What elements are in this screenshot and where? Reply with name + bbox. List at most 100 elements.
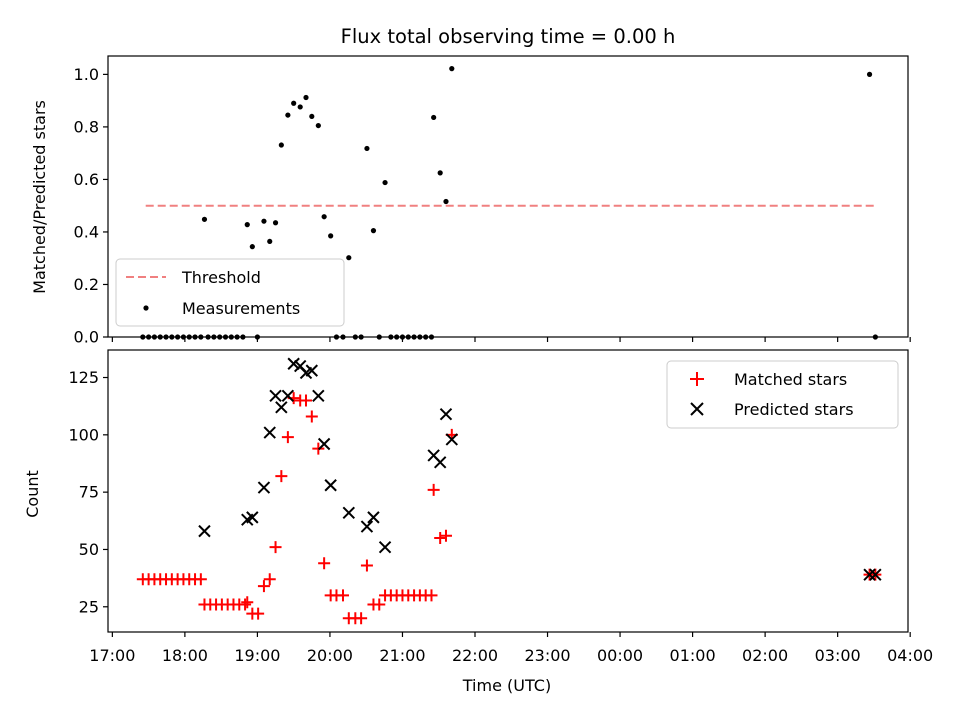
top-y-tick-label: 0.0 (74, 328, 99, 347)
predicted-star-point (342, 506, 356, 519)
bottom-x-tick-label: 02:00 (742, 646, 788, 665)
bottom-y-tick-label: 25 (79, 597, 99, 616)
bottom-y-tick-label: 50 (79, 540, 99, 559)
measurement-point (315, 122, 321, 129)
matched-star-point (300, 394, 313, 407)
matched-star-point (355, 612, 368, 625)
measurement-point (278, 142, 284, 148)
top-y-tick-label: 0.2 (74, 275, 99, 294)
predicted-star-point (367, 511, 380, 524)
bottom-y-tick-label: 100 (68, 425, 99, 444)
legend-matched-label: Matched stars (734, 370, 847, 389)
predicted-star-point (263, 426, 276, 439)
top-y-tick-label: 0.6 (74, 170, 99, 189)
measurement-point (321, 214, 327, 220)
top-y-tick-label: 1.0 (74, 65, 99, 84)
bottom-panel-marks (136, 357, 882, 625)
measurement-point (431, 114, 437, 121)
matched-star-point (257, 580, 270, 593)
top-y-tick-label: 0.4 (74, 222, 99, 241)
bottom-y-tick-label: 125 (68, 368, 99, 387)
bottom-panel-y-axis-label: Count (23, 470, 42, 518)
bottom-legend-box (666, 360, 899, 429)
bottom-panel-legend: Matched stars Predicted stars (666, 360, 899, 429)
bottom-x-tick-label: 18:00 (162, 646, 208, 665)
matched-star-point (275, 470, 288, 483)
measurement-point (285, 112, 291, 118)
bottom-panel: Count Time (UTC) 25 50 75 100 125 17:00 18:00… (23, 349, 933, 695)
top-legend-box (115, 258, 345, 327)
top-panel-y-ticks: 0.0 0.2 0.4 0.6 0.8 1.0 (74, 65, 108, 347)
measurement-point (261, 218, 267, 224)
bottom-y-tick-label: 75 (79, 483, 99, 502)
top-panel-frame (107, 55, 909, 338)
matched-star-point (318, 557, 331, 570)
matched-star-point (241, 596, 254, 609)
legend-measurements-swatch (143, 305, 149, 311)
measurement-point (201, 216, 208, 222)
bottom-x-tick-label: 17:00 (89, 646, 135, 665)
measurement-point (291, 100, 297, 106)
predicted-star-point (275, 401, 288, 414)
matched-star-point (360, 559, 373, 572)
matched-star-point (439, 529, 452, 542)
matched-star-point (427, 483, 440, 496)
predicted-star-point (863, 568, 876, 581)
bottom-panel-x-ticks: 17:00 18:00 19:00 20:00 21:00 22:00 23:00 00:00… (89, 632, 933, 665)
bottom-x-tick-label: 03:00 (815, 646, 861, 665)
measurement-point (244, 222, 250, 228)
legend-threshold-label: Threshold (181, 268, 261, 287)
predicted-star-point (439, 407, 453, 421)
predicted-star-point (257, 481, 271, 494)
matched-star-point (336, 589, 349, 602)
measurement-point (443, 198, 449, 205)
bottom-x-tick-label: 22:00 (452, 646, 498, 665)
bottom-x-tick-label: 21:00 (379, 646, 425, 665)
predicted-star-point (246, 511, 259, 524)
bottom-panel-y-ticks: 25 50 75 100 125 (68, 368, 108, 616)
predicted-star-point (360, 520, 374, 533)
matched-star-point (263, 573, 276, 586)
bottom-panel-frame (107, 349, 909, 633)
legend-predicted-swatch (690, 402, 704, 416)
predicted-star-point (287, 357, 300, 370)
bottom-x-tick-label: 04:00 (887, 646, 933, 665)
top-panel-y-axis-label: Matched/Predicted stars (30, 100, 49, 294)
top-panel-title: Flux total observing time = 0.00 h (341, 25, 676, 48)
measurement-point (449, 66, 455, 72)
measurement-point (866, 71, 873, 77)
predicted-star-point (324, 479, 337, 492)
legend-measurements-label: Measurements (182, 299, 300, 318)
measurement-point (364, 145, 370, 152)
matched-star-point (434, 532, 447, 544)
predicted-star-point (869, 568, 882, 581)
bottom-x-tick-label: 23:00 (524, 646, 570, 665)
matched-star-point (425, 589, 438, 602)
predicted-star-point (378, 540, 392, 554)
matched-star-point (281, 431, 294, 444)
legend-predicted-label: Predicted stars (734, 400, 854, 419)
predicted-star-point (305, 364, 319, 377)
bottom-x-tick-label: 01:00 (670, 646, 716, 665)
measurement-point (346, 255, 352, 261)
predicted-star-point (445, 433, 458, 446)
top-panel: Flux total observing time = 0.00 h Match… (30, 25, 911, 347)
top-panel-legend: Threshold Measurements (115, 258, 345, 327)
predicted-star-point (281, 389, 295, 403)
predicted-star-point (433, 456, 447, 469)
measurement-point (328, 233, 334, 239)
predicted-star-point (269, 389, 282, 403)
measurement-point (267, 238, 273, 245)
matched-star-point (194, 573, 207, 586)
measurement-point (297, 104, 303, 110)
legend-matched-swatch (690, 372, 704, 386)
matched-star-point (373, 598, 386, 611)
bottom-panel-x-axis-label: Time (UTC) (462, 676, 551, 695)
matched-star-point (239, 598, 252, 611)
bottom-x-tick-label: 00:00 (597, 646, 643, 665)
measurement-point (309, 113, 315, 120)
matched-star-point (269, 541, 282, 554)
measurement-point (437, 170, 443, 176)
